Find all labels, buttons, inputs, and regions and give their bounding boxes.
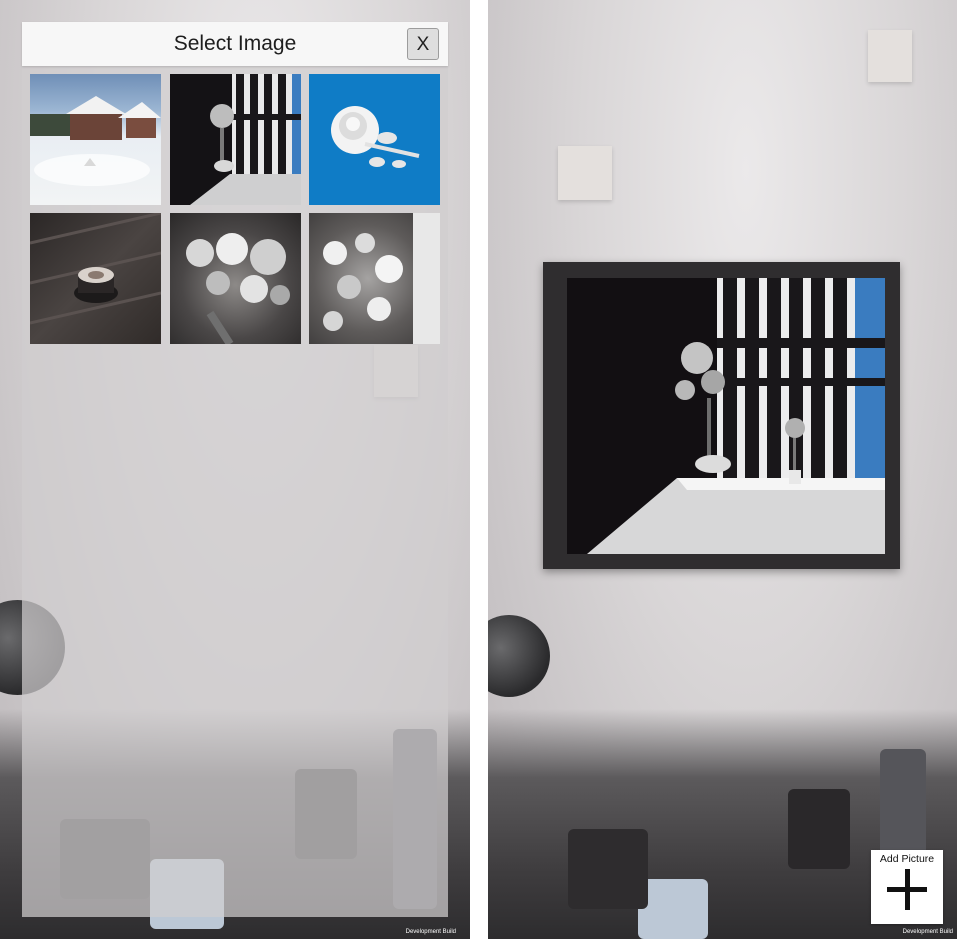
sticky-note [868,30,912,82]
window-vase-image [190,74,301,205]
thumbnail-flower-bouquet[interactable] [170,213,301,344]
screen-divider [470,0,488,939]
add-picture-label: Add Picture [879,853,935,865]
dialog-title: Select Image [173,32,297,55]
snow-landscape-image [30,96,161,186]
coffee-image [30,213,161,325]
dev-build-label: Development Build [902,929,953,935]
daisy-image [323,213,440,344]
thumbnail-white-rose[interactable] [309,74,440,205]
left-screen: Select Image X [0,0,470,939]
pen-holder [788,789,850,869]
select-image-dialog: Select Image X [22,22,448,917]
thumbnail-window-flowers[interactable] [170,74,301,205]
desk-clutter [568,829,648,909]
thumbnail-snowy-house[interactable] [30,74,161,205]
dialog-header: Select Image X [22,22,448,66]
placed-picture [567,278,885,554]
dev-build-label: Development Build [405,929,456,935]
window-vase-image [587,278,885,554]
add-picture-button[interactable]: Add Picture [871,850,943,924]
sticky-note [558,146,612,200]
thumbnail-daisy-bouquet[interactable] [309,213,440,344]
right-screen: Add Picture Development Build [488,0,957,939]
unity-cube [638,879,708,939]
bouquet-image [186,233,290,344]
rose-image [331,106,420,168]
placed-picture-frame[interactable] [543,262,900,569]
close-button[interactable]: X [407,28,439,60]
thumbnail-latte-cup[interactable] [30,213,161,344]
